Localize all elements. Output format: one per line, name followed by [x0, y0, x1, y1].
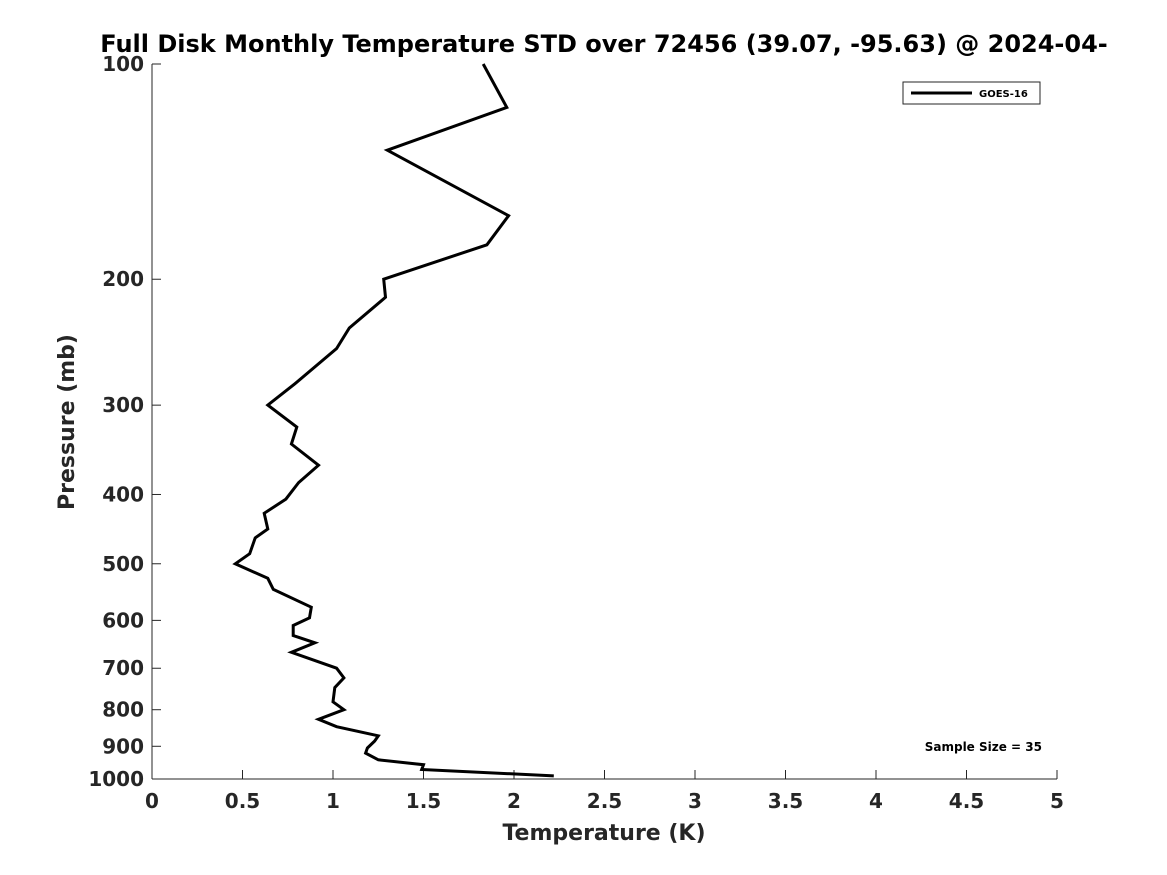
x-tick-label: 2: [507, 789, 521, 813]
x-tick-label: 2.5: [587, 789, 622, 813]
chart-title: Full Disk Monthly Temperature STD over 7…: [100, 30, 1107, 58]
x-tick-label: 4.5: [949, 789, 984, 813]
y-tick-label: 1000: [88, 767, 144, 791]
y-tick-label: 200: [102, 267, 144, 291]
x-tick-label: 0: [145, 789, 159, 813]
x-tick-label: 1.5: [406, 789, 441, 813]
legend: GOES-16: [902, 81, 1041, 105]
x-tick-label: 5: [1050, 789, 1064, 813]
series-line-goes-16: [232, 63, 554, 778]
y-tick-label: 100: [102, 52, 144, 76]
series-layer: [232, 63, 554, 778]
x-tick-label: 3: [688, 789, 702, 813]
y-tick-label: 400: [102, 482, 144, 506]
sample-size-annotation: Sample Size = 35: [925, 740, 1042, 754]
y-tick-label: 800: [102, 698, 144, 722]
y-axis-label: Pressure (mb): [55, 334, 80, 510]
y-tick-label: 500: [102, 552, 144, 576]
y-ticks: 100 200 300 400 500 600 700 800 900 1000: [88, 52, 161, 791]
legend-label: GOES-16: [979, 89, 1028, 100]
x-axis-label: Temperature (K): [502, 821, 705, 846]
x-tick-label: 3.5: [768, 789, 803, 813]
x-tick-label: 0.5: [225, 789, 260, 813]
y-tick-label: 600: [102, 608, 144, 632]
x-tick-label: 1: [326, 789, 340, 813]
y-tick-label: 300: [102, 393, 144, 417]
y-tick-label: 700: [102, 656, 144, 680]
x-ticks: 0 0.5 1 1.5 2 2.5 3 3.5 4 4.5 5: [145, 770, 1064, 813]
x-tick-label: 4: [869, 789, 883, 813]
y-tick-label: 900: [102, 734, 144, 758]
